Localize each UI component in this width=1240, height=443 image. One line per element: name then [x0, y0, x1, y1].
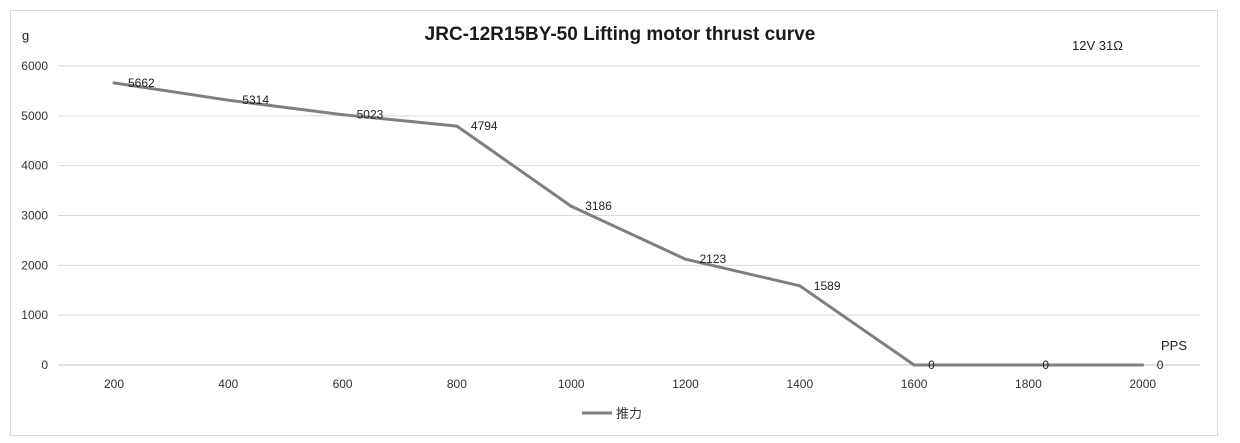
data-point [226, 98, 230, 102]
y-tick-label: 0 [41, 358, 48, 372]
y-tick-label: 6000 [21, 59, 48, 73]
x-tick-label: 600 [333, 377, 353, 391]
data-point [798, 284, 802, 288]
data-point [1141, 363, 1145, 367]
data-label: 3186 [585, 199, 612, 213]
grid-lines [58, 65, 1200, 366]
data-label: 5314 [242, 93, 269, 107]
y-tick-labels: 0 1000 2000 3000 4000 5000 6000 [21, 59, 48, 372]
x-tick-label: 800 [447, 377, 467, 391]
legend: 推力 [582, 406, 642, 421]
x-tick-label: 1000 [558, 377, 585, 391]
data-point [684, 257, 687, 261]
x-tick-label: 1200 [672, 377, 699, 391]
x-tick-label: 1600 [901, 377, 928, 391]
data-labels: 5662 5314 5023 4794 3186 2123 1589 0 0 0 [128, 76, 1164, 372]
data-label: 1589 [814, 279, 841, 293]
data-point [112, 81, 116, 85]
data-point [341, 113, 345, 117]
data-label: 5662 [128, 76, 155, 90]
x-tick-label: 1400 [786, 377, 813, 391]
data-point [455, 124, 459, 128]
y-tick-label: 4000 [21, 159, 48, 173]
data-label: 5023 [357, 108, 384, 122]
x-tick-label: 200 [104, 377, 124, 391]
series-layer [112, 81, 1145, 367]
data-label: 4794 [471, 119, 498, 133]
y-tick-label: 3000 [21, 209, 48, 223]
data-point [1026, 363, 1030, 367]
data-point [569, 204, 573, 208]
legend-label: 推力 [616, 406, 642, 421]
y-tick-label: 2000 [21, 258, 48, 272]
x-tick-label: 1800 [1015, 377, 1042, 391]
x-tick-label: 2000 [1129, 377, 1156, 391]
y-tick-label: 1000 [21, 308, 48, 322]
data-label: 0 [928, 358, 935, 372]
x-axis-label: PPS [1161, 338, 1187, 353]
y-tick-label: 5000 [21, 109, 48, 123]
series-line [113, 81, 1143, 367]
voltage-resistance-annotation: 12V 31Ω [1072, 38, 1123, 53]
data-point [912, 363, 916, 367]
x-tick-labels: 200 400 600 800 1000 1200 1400 1600 1800 2000 [104, 377, 1156, 391]
x-tick-label: 400 [218, 377, 238, 391]
data-label: 0 [1042, 358, 1049, 372]
data-label: 0 [1157, 358, 1164, 372]
y-axis-label: g [22, 28, 29, 43]
data-label: 2123 [700, 252, 727, 266]
chart-title: JRC-12R15BY-50 Lifting motor thrust curv… [425, 24, 816, 45]
